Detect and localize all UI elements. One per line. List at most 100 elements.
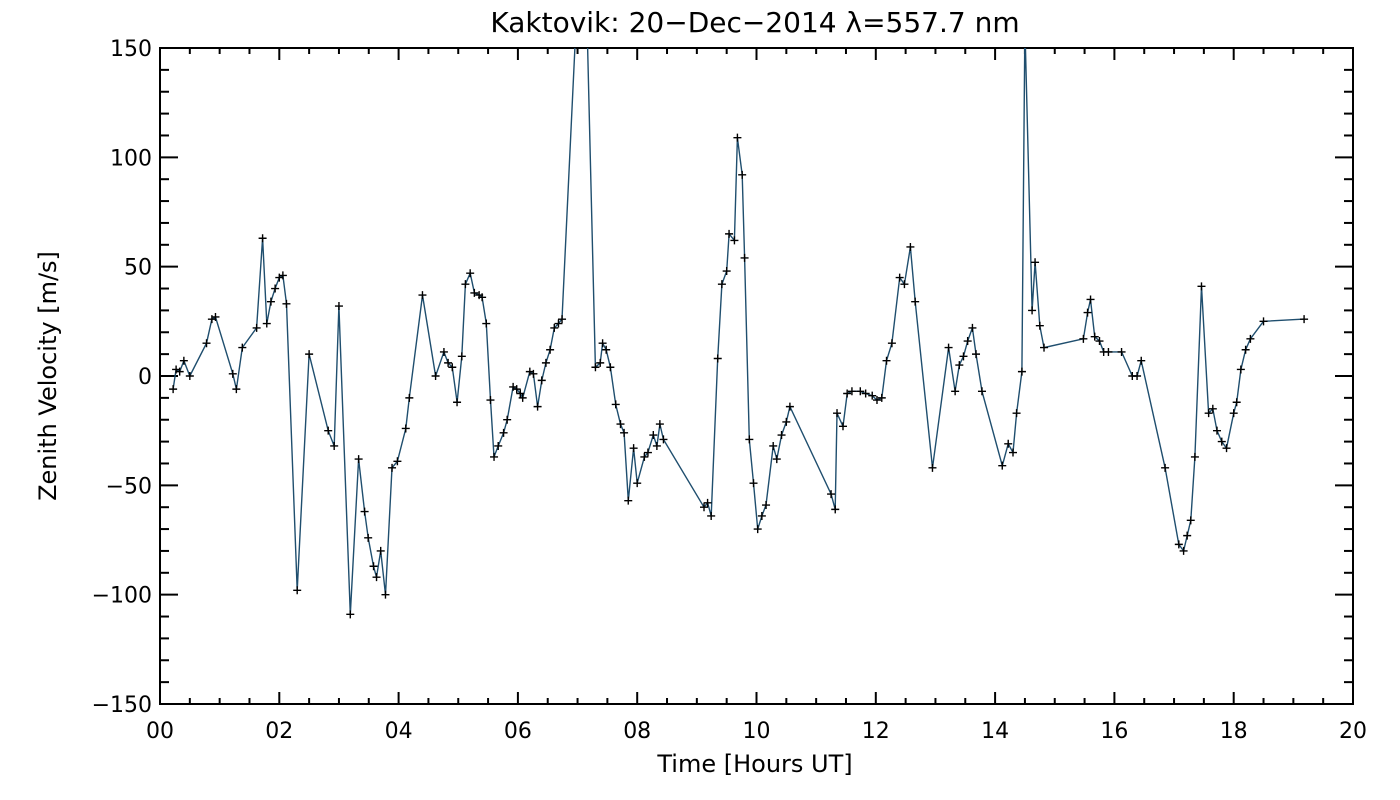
data-point [466, 269, 475, 278]
data-point [1241, 345, 1250, 354]
data-point [461, 280, 470, 289]
series-line [172, 48, 1305, 615]
data-point [405, 393, 414, 402]
data-point [847, 387, 856, 396]
data-point [785, 402, 794, 411]
data-point [749, 479, 758, 488]
y-tick-label: 150 [110, 37, 152, 62]
data-point [393, 457, 402, 466]
data-point [703, 498, 712, 507]
axis-ticks [159, 47, 1354, 705]
data-point [518, 393, 527, 402]
data-point [700, 503, 709, 512]
data-point [738, 170, 747, 179]
x-tick-label: 06 [504, 719, 532, 744]
data-point [655, 420, 664, 429]
data-point [616, 420, 625, 429]
x-axis-label: Time [Hours UT] [656, 750, 852, 778]
data-point [757, 511, 766, 520]
data-point [1137, 356, 1146, 365]
data-point [1021, 22, 1029, 30]
data-point [401, 424, 410, 433]
data-point [1090, 332, 1099, 341]
data-point [169, 385, 178, 394]
data-point [258, 234, 267, 243]
data-point [1186, 516, 1195, 525]
data-point [1208, 404, 1217, 413]
data-point [1174, 540, 1183, 549]
data-point [482, 319, 491, 328]
data-point [868, 391, 877, 400]
data-point [444, 358, 453, 367]
data-point [346, 610, 355, 619]
data-point [537, 376, 546, 385]
chart-title: Kaktovik: 20−Dec−2014 λ=557.7 nm [490, 6, 1019, 39]
data-point [611, 400, 620, 409]
data-point [529, 369, 538, 378]
y-tick-label: −150 [92, 693, 152, 718]
data-point [900, 280, 909, 289]
data-point [418, 291, 427, 300]
data-point [486, 396, 495, 405]
data-point [640, 452, 649, 461]
data-point [659, 435, 668, 444]
data-point [372, 573, 381, 582]
data-point [955, 361, 964, 370]
data-point [972, 350, 981, 359]
data-point [470, 288, 479, 297]
data-point [499, 428, 508, 437]
data-point [448, 363, 457, 372]
data-point [606, 363, 615, 372]
x-tick-label: 14 [981, 719, 1009, 744]
data-point [211, 312, 220, 321]
data-point [968, 323, 977, 332]
data-point [1213, 426, 1221, 435]
data-point [232, 385, 241, 394]
axis-tick-labels: 00 02 04 06 08 10 12 14 16 18 20 −150 −100 −50 0 50 100 1… [92, 37, 1367, 744]
data-point [282, 299, 291, 308]
x-tick-label: 18 [1220, 719, 1248, 744]
data-point [1197, 282, 1206, 291]
data-point [512, 385, 521, 394]
data-point [1179, 546, 1188, 555]
data-point [833, 409, 842, 418]
data-point [649, 431, 658, 440]
data-point [911, 297, 920, 306]
data-point [271, 284, 280, 293]
data-point [717, 280, 726, 289]
data-point [550, 323, 559, 332]
data-point [293, 586, 302, 595]
data-point [998, 461, 1007, 470]
data-point [887, 339, 896, 348]
data-point [1008, 448, 1017, 457]
data-point [827, 490, 836, 499]
data-point [856, 387, 865, 396]
data-point [591, 363, 600, 372]
data-point [262, 319, 271, 328]
data-point [202, 339, 211, 348]
data-point [490, 452, 499, 461]
data-point [1300, 315, 1309, 324]
data-point [494, 441, 503, 450]
data-point [175, 367, 184, 376]
data-point [906, 242, 915, 251]
data-point [1117, 347, 1126, 356]
x-tick-label: 04 [385, 719, 413, 744]
x-tick-label: 10 [743, 719, 771, 744]
data-point [1222, 444, 1231, 453]
data-point [541, 358, 550, 367]
data-point [1104, 347, 1113, 356]
data-point [533, 402, 542, 411]
data-point [185, 372, 194, 380]
data-point [305, 350, 314, 359]
data-point [782, 417, 791, 426]
data-point [1035, 321, 1044, 330]
data-point [959, 352, 968, 361]
data-point [928, 463, 937, 472]
x-tick-label: 20 [1339, 719, 1367, 744]
data-point [439, 347, 448, 356]
data-point [624, 496, 633, 505]
y-tick-label: 50 [124, 256, 152, 281]
data-point [554, 319, 563, 328]
data-point [1031, 258, 1040, 267]
